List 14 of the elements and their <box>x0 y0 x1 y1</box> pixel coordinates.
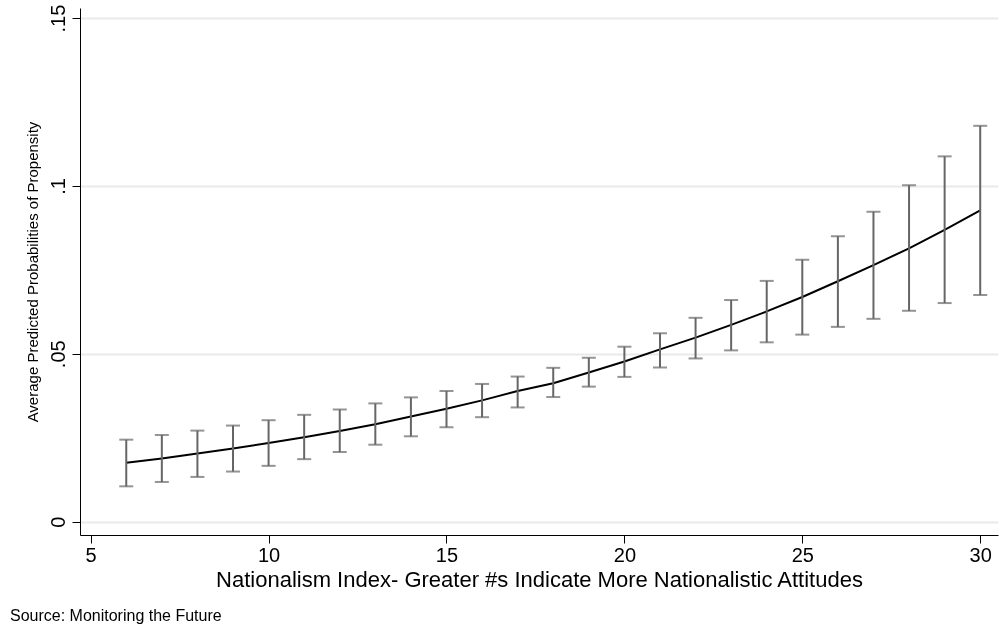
source-note: Source: Monitoring the Future <box>10 607 222 624</box>
y-axis-title: Average Predicted Probabilities of Propensity <box>23 121 41 423</box>
x-tick-label: 20 <box>613 543 637 566</box>
x-tick-label: 30 <box>969 543 992 566</box>
x-tick-label: 5 <box>85 543 97 566</box>
line-series <box>125 209 982 464</box>
y-tick-label: .05 <box>46 340 69 369</box>
x-tick-label: 10 <box>257 543 281 566</box>
x-axis-title: Nationalism Index- Greater #s Indicate More Nationalistic Attitudes <box>216 566 863 592</box>
x-tick-label: 25 <box>791 543 814 566</box>
y-tick-label: .1 <box>46 178 69 195</box>
x-tick-label: 15 <box>435 543 459 566</box>
y-tick-label: 0 <box>46 516 69 528</box>
y-tick-label: .15 <box>46 4 69 33</box>
